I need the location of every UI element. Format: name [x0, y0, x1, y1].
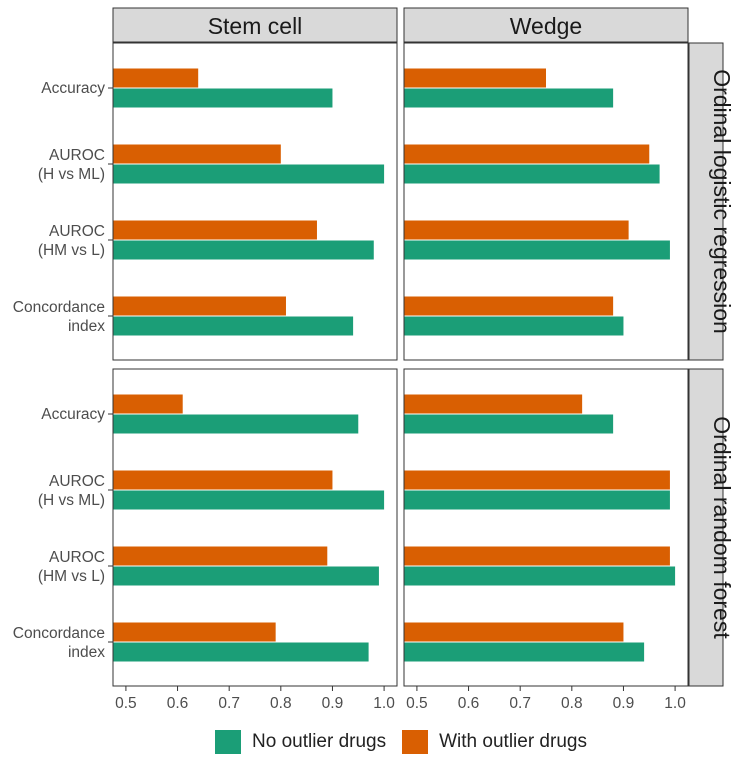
x-tick-label: 0.6 — [167, 695, 189, 712]
panel-border — [403, 368, 689, 687]
x-tick-label: 1.0 — [664, 695, 686, 712]
bar-no-outlier — [113, 88, 333, 108]
y-tick-label: AUROC (HM vs L) — [38, 223, 105, 259]
y-tick-label: Concordance index — [13, 625, 105, 661]
bar-with-outlier — [404, 394, 583, 414]
x-tick-label: 0.9 — [322, 695, 344, 712]
column-strip-label: Stem cell — [208, 13, 303, 39]
x-tick-label: 0.8 — [270, 695, 292, 712]
bar-with-outlier — [113, 220, 317, 240]
bar-with-outlier — [404, 220, 629, 240]
bar-no-outlier — [113, 566, 379, 586]
x-tick-label: 0.5 — [115, 695, 137, 712]
bar-no-outlier — [404, 88, 614, 108]
bar-no-outlier — [113, 642, 369, 662]
bar-no-outlier — [404, 490, 670, 510]
bar-with-outlier — [404, 68, 546, 88]
legend-label-no-outlier: No outlier drugs — [252, 731, 387, 752]
row-strip — [688, 368, 724, 687]
row-strip-label: Ordinal random forest — [709, 416, 731, 639]
bar-with-outlier — [113, 68, 199, 88]
x-tick-label: 0.5 — [406, 695, 428, 712]
bar-no-outlier — [404, 164, 660, 184]
bar-with-outlier — [113, 296, 286, 316]
bar-with-outlier — [404, 470, 670, 490]
panel-border — [112, 42, 398, 361]
bar-with-outlier — [113, 144, 281, 164]
x-tick-label: 0.6 — [458, 695, 480, 712]
bar-no-outlier — [404, 566, 676, 586]
y-tick-label: AUROC (H vs ML) — [38, 473, 105, 509]
bar-with-outlier — [404, 546, 670, 566]
bar-no-outlier — [404, 240, 670, 260]
y-tick-label: Concordance index — [13, 299, 105, 335]
bar-no-outlier — [404, 642, 645, 662]
bar-no-outlier — [113, 164, 385, 184]
bar-no-outlier — [113, 316, 354, 336]
bar-with-outlier — [404, 296, 614, 316]
x-tick-label: 0.8 — [561, 695, 583, 712]
x-tick-label: 0.7 — [509, 695, 531, 712]
bar-no-outlier — [404, 414, 614, 434]
column-strip-label: Wedge — [510, 13, 582, 39]
bar-with-outlier — [404, 144, 650, 164]
bar-with-outlier — [113, 546, 328, 566]
bar-no-outlier — [113, 414, 359, 434]
column-strip — [112, 7, 398, 43]
panel-border — [403, 42, 689, 361]
row-strip-label: Ordinal logistic regression — [709, 69, 731, 334]
bar-with-outlier — [113, 470, 333, 490]
row-strip — [688, 42, 724, 361]
y-tick-label: Accuracy — [41, 80, 105, 97]
bar-with-outlier — [113, 394, 183, 414]
y-tick-label: AUROC (HM vs L) — [38, 549, 105, 585]
legend: No outlier drugs With outlier drugs — [215, 730, 603, 754]
x-tick-label: 1.0 — [373, 695, 395, 712]
x-tick-label: 0.9 — [613, 695, 635, 712]
bar-no-outlier — [404, 316, 624, 336]
bar-with-outlier — [113, 622, 276, 642]
legend-swatch-with-outlier — [402, 730, 429, 754]
column-strip — [403, 7, 689, 43]
legend-item-with-outlier: With outlier drugs — [402, 730, 587, 754]
bar-with-outlier — [404, 622, 624, 642]
x-tick-label: 0.7 — [218, 695, 240, 712]
y-tick-label: Accuracy — [41, 406, 105, 423]
legend-item-no-outlier: No outlier drugs — [215, 730, 386, 754]
bar-no-outlier — [113, 240, 374, 260]
panel-border — [112, 368, 398, 687]
legend-label-with-outlier: With outlier drugs — [439, 731, 587, 752]
bar-no-outlier — [113, 490, 385, 510]
legend-swatch-no-outlier — [215, 730, 241, 754]
y-tick-label: AUROC (H vs ML) — [38, 147, 105, 183]
